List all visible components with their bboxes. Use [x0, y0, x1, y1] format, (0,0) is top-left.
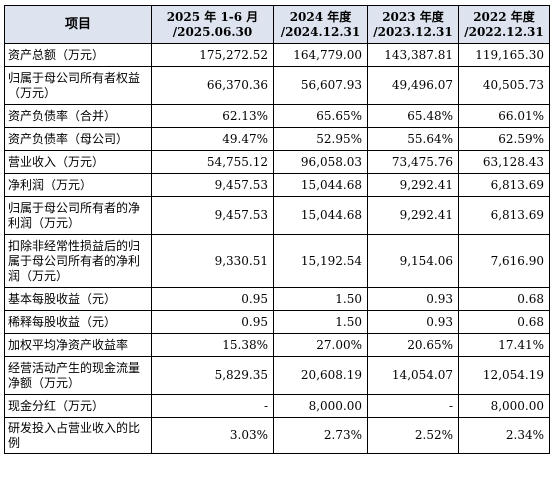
row-label: 加权平均净资产收益率: [4, 333, 152, 357]
cell-2024: 8,000.00: [273, 394, 368, 418]
cell-2024: 1.50: [273, 287, 368, 311]
cell-2024: 52.95%: [273, 127, 368, 151]
cell-2025: 5,829.35: [151, 356, 274, 395]
row-label: 资产负债率（母公司）: [4, 127, 152, 151]
cell-2022: 12,054.19: [458, 356, 550, 395]
row-label: 扣除非经常性损益后的归属于母公司所有者的净利润（万元）: [4, 234, 152, 288]
cell-2022: 8,000.00: [458, 394, 550, 418]
table-row: 经营活动产生的现金流量净额（万元） 5,829.35 20,608.19 14,…: [4, 356, 550, 395]
table-row: 归属于母公司所有者权益（万元） 66,370.36 56,607.93 49,4…: [4, 66, 550, 105]
cell-2024: 56,607.93: [273, 66, 368, 105]
cell-2023: 0.93: [367, 287, 459, 311]
cell-2023: 9,292.41: [367, 196, 459, 235]
table-row: 现金分红（万元） - 8,000.00 - 8,000.00: [4, 394, 550, 418]
table-row: 净利润（万元） 9,457.53 15,044.68 9,292.41 6,81…: [4, 173, 550, 197]
header-2024: 2024 年度/2024.12.31: [273, 5, 368, 44]
table-row: 基本每股收益（元） 0.95 1.50 0.93 0.68: [4, 287, 550, 311]
cell-2023: 143,387.81: [367, 43, 459, 67]
cell-2022: 6,813.69: [458, 196, 550, 235]
cell-2025: 175,272.52: [151, 43, 274, 67]
cell-2024: 20,608.19: [273, 356, 368, 395]
cell-2025: 54,755.12: [151, 150, 274, 174]
cell-2025: -: [151, 394, 274, 418]
cell-2022: 0.68: [458, 287, 550, 311]
table-row: 加权平均净资产收益率 15.38% 27.00% 20.65% 17.41%: [4, 333, 550, 357]
header-2025: 2025 年 1-6 月/2025.06.30: [151, 5, 274, 44]
cell-2022: 119,165.30: [458, 43, 550, 67]
financial-indicators-table: 项目 2025 年 1-6 月/2025.06.30 2024 年度/2024.…: [4, 5, 550, 454]
cell-2025: 9,330.51: [151, 234, 274, 288]
cell-2025: 15.38%: [151, 333, 274, 357]
cell-2024: 2.73%: [273, 417, 368, 454]
cell-2022: 2.34%: [458, 417, 550, 454]
cell-2025: 3.03%: [151, 417, 274, 454]
cell-2022: 63,128.43: [458, 150, 550, 174]
row-label: 研发投入占营业收入的比例: [4, 417, 152, 454]
cell-2022: 0.68: [458, 310, 550, 334]
table-row: 资产负债率（合并） 62.13% 65.65% 65.48% 66.01%: [4, 104, 550, 128]
row-label: 归属于母公司所有者的净利润（万元）: [4, 196, 152, 235]
financial-table-container: 项目 2025 年 1-6 月/2025.06.30 2024 年度/2024.…: [4, 5, 550, 454]
cell-2025: 62.13%: [151, 104, 274, 128]
row-label: 净利润（万元）: [4, 173, 152, 197]
cell-2025: 9,457.53: [151, 173, 274, 197]
row-label: 归属于母公司所有者权益（万元）: [4, 66, 152, 105]
cell-2022: 17.41%: [458, 333, 550, 357]
row-label: 营业收入（万元）: [4, 150, 152, 174]
cell-2024: 1.50: [273, 310, 368, 334]
header-item: 项目: [4, 5, 152, 44]
cell-2024: 65.65%: [273, 104, 368, 128]
row-label: 资产负债率（合并）: [4, 104, 152, 128]
cell-2025: 0.95: [151, 287, 274, 311]
cell-2022: 7,616.90: [458, 234, 550, 288]
cell-2023: -: [367, 394, 459, 418]
cell-2024: 15,044.68: [273, 196, 368, 235]
table-row: 稀释每股收益（元） 0.95 1.50 0.93 0.68: [4, 310, 550, 334]
table-row: 扣除非经常性损益后的归属于母公司所有者的净利润（万元） 9,330.51 15,…: [4, 234, 550, 288]
cell-2023: 14,054.07: [367, 356, 459, 395]
cell-2025: 9,457.53: [151, 196, 274, 235]
cell-2022: 66.01%: [458, 104, 550, 128]
cell-2023: 9,292.41: [367, 173, 459, 197]
row-label: 现金分红（万元）: [4, 394, 152, 418]
header-2022: 2022 年度/2022.12.31: [458, 5, 550, 44]
cell-2023: 55.64%: [367, 127, 459, 151]
cell-2025: 0.95: [151, 310, 274, 334]
table-row: 资产负债率（母公司） 49.47% 52.95% 55.64% 62.59%: [4, 127, 550, 151]
cell-2023: 0.93: [367, 310, 459, 334]
cell-2023: 2.52%: [367, 417, 459, 454]
cell-2025: 66,370.36: [151, 66, 274, 105]
cell-2022: 40,505.73: [458, 66, 550, 105]
cell-2023: 49,496.07: [367, 66, 459, 105]
table-row: 研发投入占营业收入的比例 3.03% 2.73% 2.52% 2.34%: [4, 417, 550, 454]
cell-2024: 164,779.00: [273, 43, 368, 67]
cell-2024: 96,058.03: [273, 150, 368, 174]
row-label: 稀释每股收益（元）: [4, 310, 152, 334]
table-row: 营业收入（万元） 54,755.12 96,058.03 73,475.76 6…: [4, 150, 550, 174]
cell-2023: 20.65%: [367, 333, 459, 357]
cell-2025: 49.47%: [151, 127, 274, 151]
header-row: 项目 2025 年 1-6 月/2025.06.30 2024 年度/2024.…: [4, 5, 550, 44]
cell-2024: 27.00%: [273, 333, 368, 357]
cell-2022: 62.59%: [458, 127, 550, 151]
row-label: 资产总额（万元）: [4, 43, 152, 67]
cell-2024: 15,192.54: [273, 234, 368, 288]
row-label: 基本每股收益（元）: [4, 287, 152, 311]
header-2023: 2023 年度/2023.12.31: [367, 5, 459, 44]
table-row: 资产总额（万元） 175,272.52 164,779.00 143,387.8…: [4, 43, 550, 67]
cell-2024: 15,044.68: [273, 173, 368, 197]
cell-2023: 65.48%: [367, 104, 459, 128]
cell-2023: 73,475.76: [367, 150, 459, 174]
cell-2023: 9,154.06: [367, 234, 459, 288]
table-row: 归属于母公司所有者的净利润（万元） 9,457.53 15,044.68 9,2…: [4, 196, 550, 235]
row-label: 经营活动产生的现金流量净额（万元）: [4, 356, 152, 395]
cell-2022: 6,813.69: [458, 173, 550, 197]
